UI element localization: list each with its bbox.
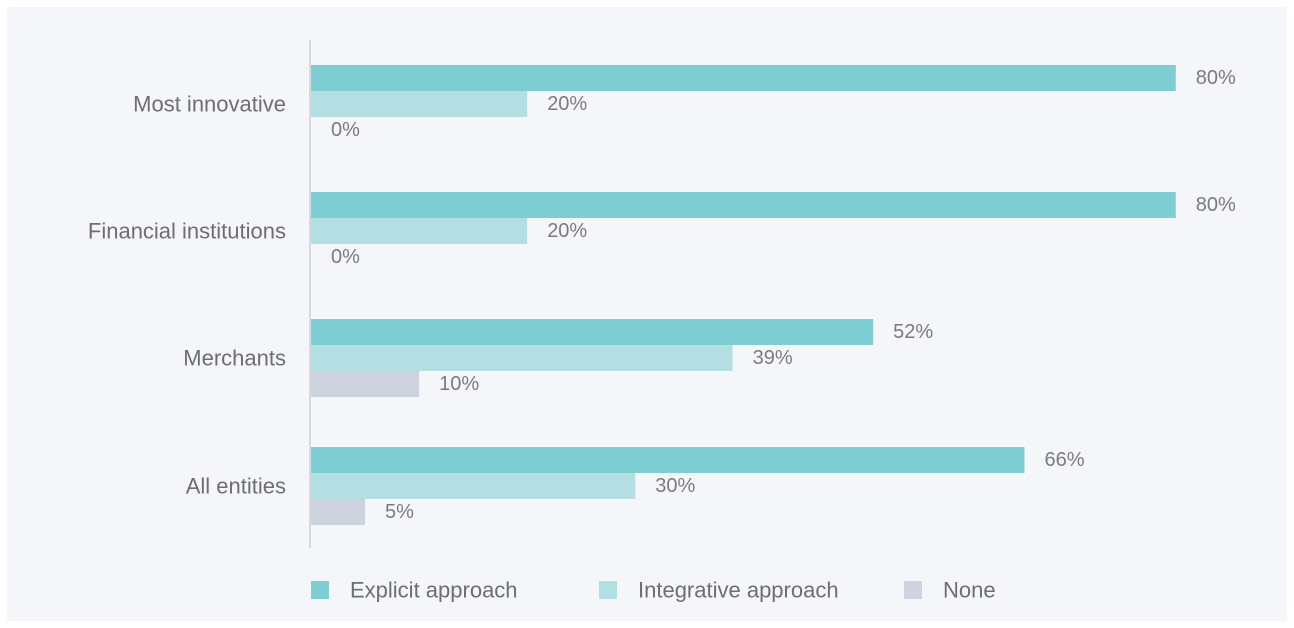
data-label: 52%	[893, 321, 933, 343]
bar	[311, 218, 528, 244]
chart-panel	[7, 7, 1287, 621]
legend-swatch	[311, 581, 329, 599]
category-label: Merchants	[183, 346, 286, 371]
bar	[311, 319, 874, 345]
category-label: All entities	[186, 474, 286, 499]
legend-swatch	[599, 581, 617, 599]
data-label: 5%	[385, 501, 414, 523]
bar	[311, 447, 1025, 473]
data-label: 20%	[547, 220, 587, 242]
category-label: Financial institutions	[88, 219, 286, 244]
data-label: 10%	[439, 373, 479, 395]
bar	[311, 91, 528, 117]
bar	[311, 65, 1176, 91]
bar	[311, 473, 636, 499]
data-label: 80%	[1196, 194, 1236, 216]
legend-swatch	[904, 581, 922, 599]
data-label: 0%	[331, 246, 360, 268]
legend-label: Explicit approach	[350, 578, 518, 603]
bar	[311, 371, 420, 397]
category-label: Most innovative	[133, 92, 286, 117]
data-label: 0%	[331, 119, 360, 141]
bar	[311, 345, 733, 371]
data-label: 20%	[547, 93, 587, 115]
legend-label: Integrative approach	[638, 578, 839, 603]
legend-label: None	[943, 578, 996, 603]
bar	[311, 192, 1176, 218]
bar	[311, 499, 366, 525]
data-label: 80%	[1196, 67, 1236, 89]
data-label: 39%	[753, 347, 793, 369]
data-label: 30%	[655, 475, 695, 497]
data-label: 66%	[1044, 449, 1084, 471]
